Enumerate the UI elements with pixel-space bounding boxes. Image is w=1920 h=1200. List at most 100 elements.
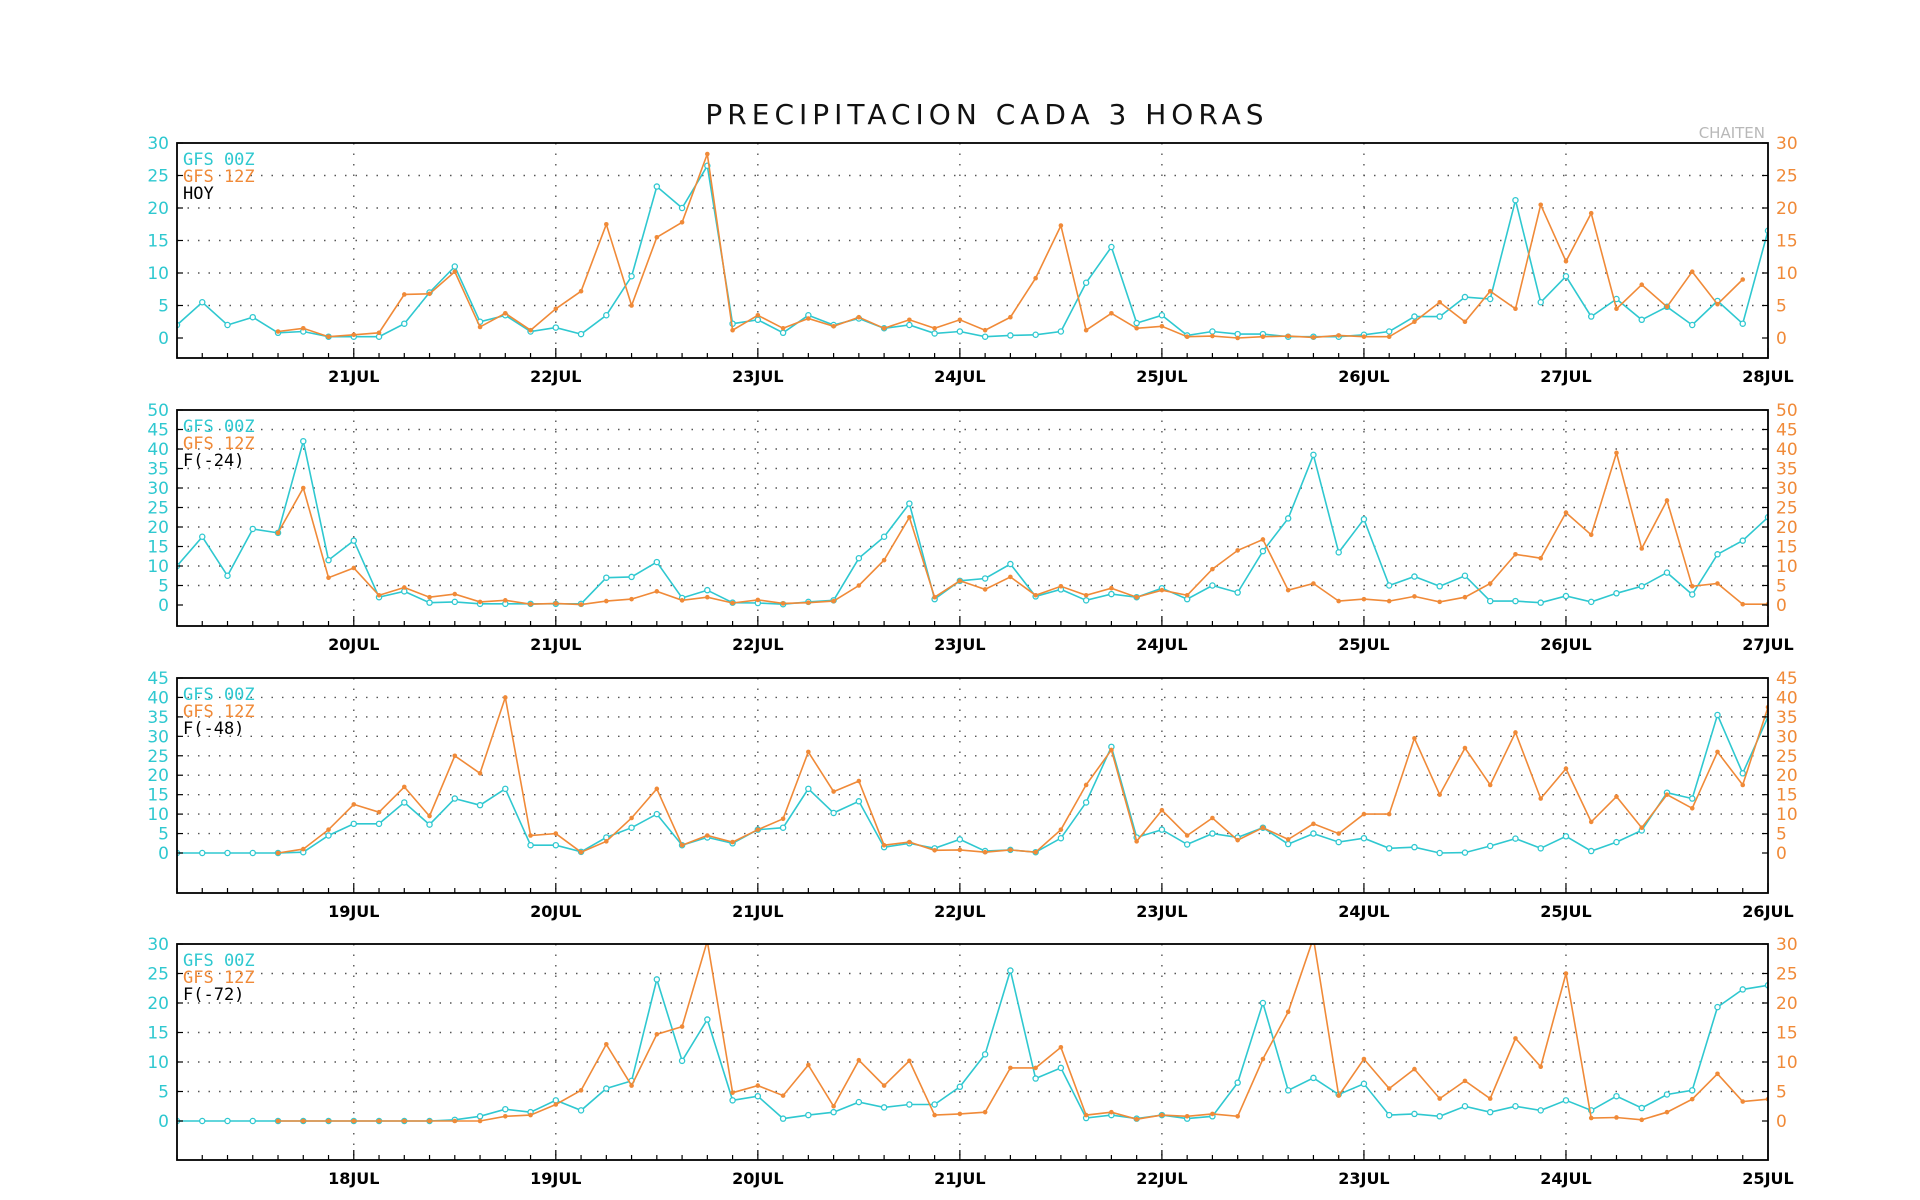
data-point [981,333,989,340]
data-point [1184,833,1190,838]
data-point [1007,332,1014,339]
y-tick-label-right: 5 [1776,297,1787,317]
data-point [1487,1096,1493,1101]
data-point [628,573,635,581]
data-point [199,298,206,306]
data-point [1311,581,1316,586]
data-point [1613,1092,1620,1100]
y-tick-label-left: 0 [158,329,169,349]
data-point [1360,515,1368,523]
data-point [553,306,559,312]
data-point [1664,304,1670,310]
data-point [351,332,357,338]
data-point [704,1016,711,1023]
data-point [754,316,762,324]
data-point [730,327,735,333]
y-tick-label-left: 15 [147,232,169,252]
y-tick-label-left: 30 [147,935,169,955]
data-point [502,1105,509,1113]
data-point [1537,845,1544,852]
data-point [1512,1103,1519,1110]
y-tick-label-right: 5 [1776,577,1787,597]
data-point [1412,1066,1417,1072]
data-point [982,849,988,855]
data-point [1689,805,1695,811]
y-tick-label-left: 0 [158,844,169,864]
data-point [1234,1079,1241,1086]
data-point [830,1108,837,1116]
data-point [855,1098,863,1106]
x-tick-label: 18JUL [328,1169,379,1188]
data-point [628,272,635,280]
data-point [654,1031,660,1037]
y-tick-label-right: 15 [1776,232,1798,252]
data-point [1234,589,1241,596]
data-point [1740,601,1746,607]
data-point [1563,259,1569,264]
data-point [1008,847,1013,853]
data-point [1562,592,1570,600]
data-point [1537,1107,1544,1114]
x-tick-label: 23JUL [732,367,783,386]
grid [177,944,1768,1160]
data-point [907,839,912,845]
data-point [1109,1109,1114,1115]
y-tick-label-right: 25 [1776,747,1798,767]
data-point [1664,498,1670,503]
data-point [1562,1097,1570,1104]
data-point [1740,277,1746,282]
data-point [1512,597,1519,605]
data-point [931,330,938,337]
y-tick-label-right: 25 [1776,965,1798,985]
data-point [1259,999,1267,1007]
data-point [906,500,913,507]
data-point [1109,747,1114,753]
x-tick-label: 24JUL [1540,1169,1591,1188]
data-point [275,530,281,536]
data-point [1158,826,1166,833]
data-point [1614,1115,1619,1120]
data-point [1336,831,1341,836]
data-point [1639,1117,1645,1123]
x-tick-label: 19JUL [530,1169,581,1188]
data-point [224,572,231,580]
data-point [1057,1064,1065,1072]
data-point [427,291,432,297]
data-point [881,557,887,563]
data-point [1033,1065,1038,1071]
x-tick-label: 22JUL [934,902,985,921]
data-point [806,749,811,755]
data-point [1614,794,1619,799]
data-point [1184,592,1190,598]
y-tick-label-right: 20 [1776,518,1798,538]
data-point [957,1111,963,1117]
data-point [401,320,408,327]
data-point [831,598,836,604]
data-point [503,598,508,603]
data-point [1437,299,1442,305]
panel-label: F(-48) [183,719,244,739]
y-tick-label-right: 30 [1776,727,1798,747]
data-point [451,598,459,606]
data-point [806,316,811,321]
y-tick-label-right: 10 [1776,264,1798,284]
data-point [705,939,710,944]
data-point [1791,603,1796,608]
data-point [1083,592,1089,598]
data-point [678,1057,686,1065]
data-point [755,597,761,603]
y-tick-label-right: 0 [1776,329,1787,349]
data-point [1057,328,1065,335]
y-tick-label-left: 30 [147,727,169,747]
grid [177,678,1768,893]
data-point [1664,1109,1670,1115]
data-point [1285,837,1291,842]
data-point [654,589,660,594]
data-point [1082,597,1090,604]
y-tick-label-left: 40 [147,440,169,460]
data-point [401,799,408,806]
data-point [300,325,306,331]
data-point [1563,766,1569,771]
data-point [451,795,459,802]
